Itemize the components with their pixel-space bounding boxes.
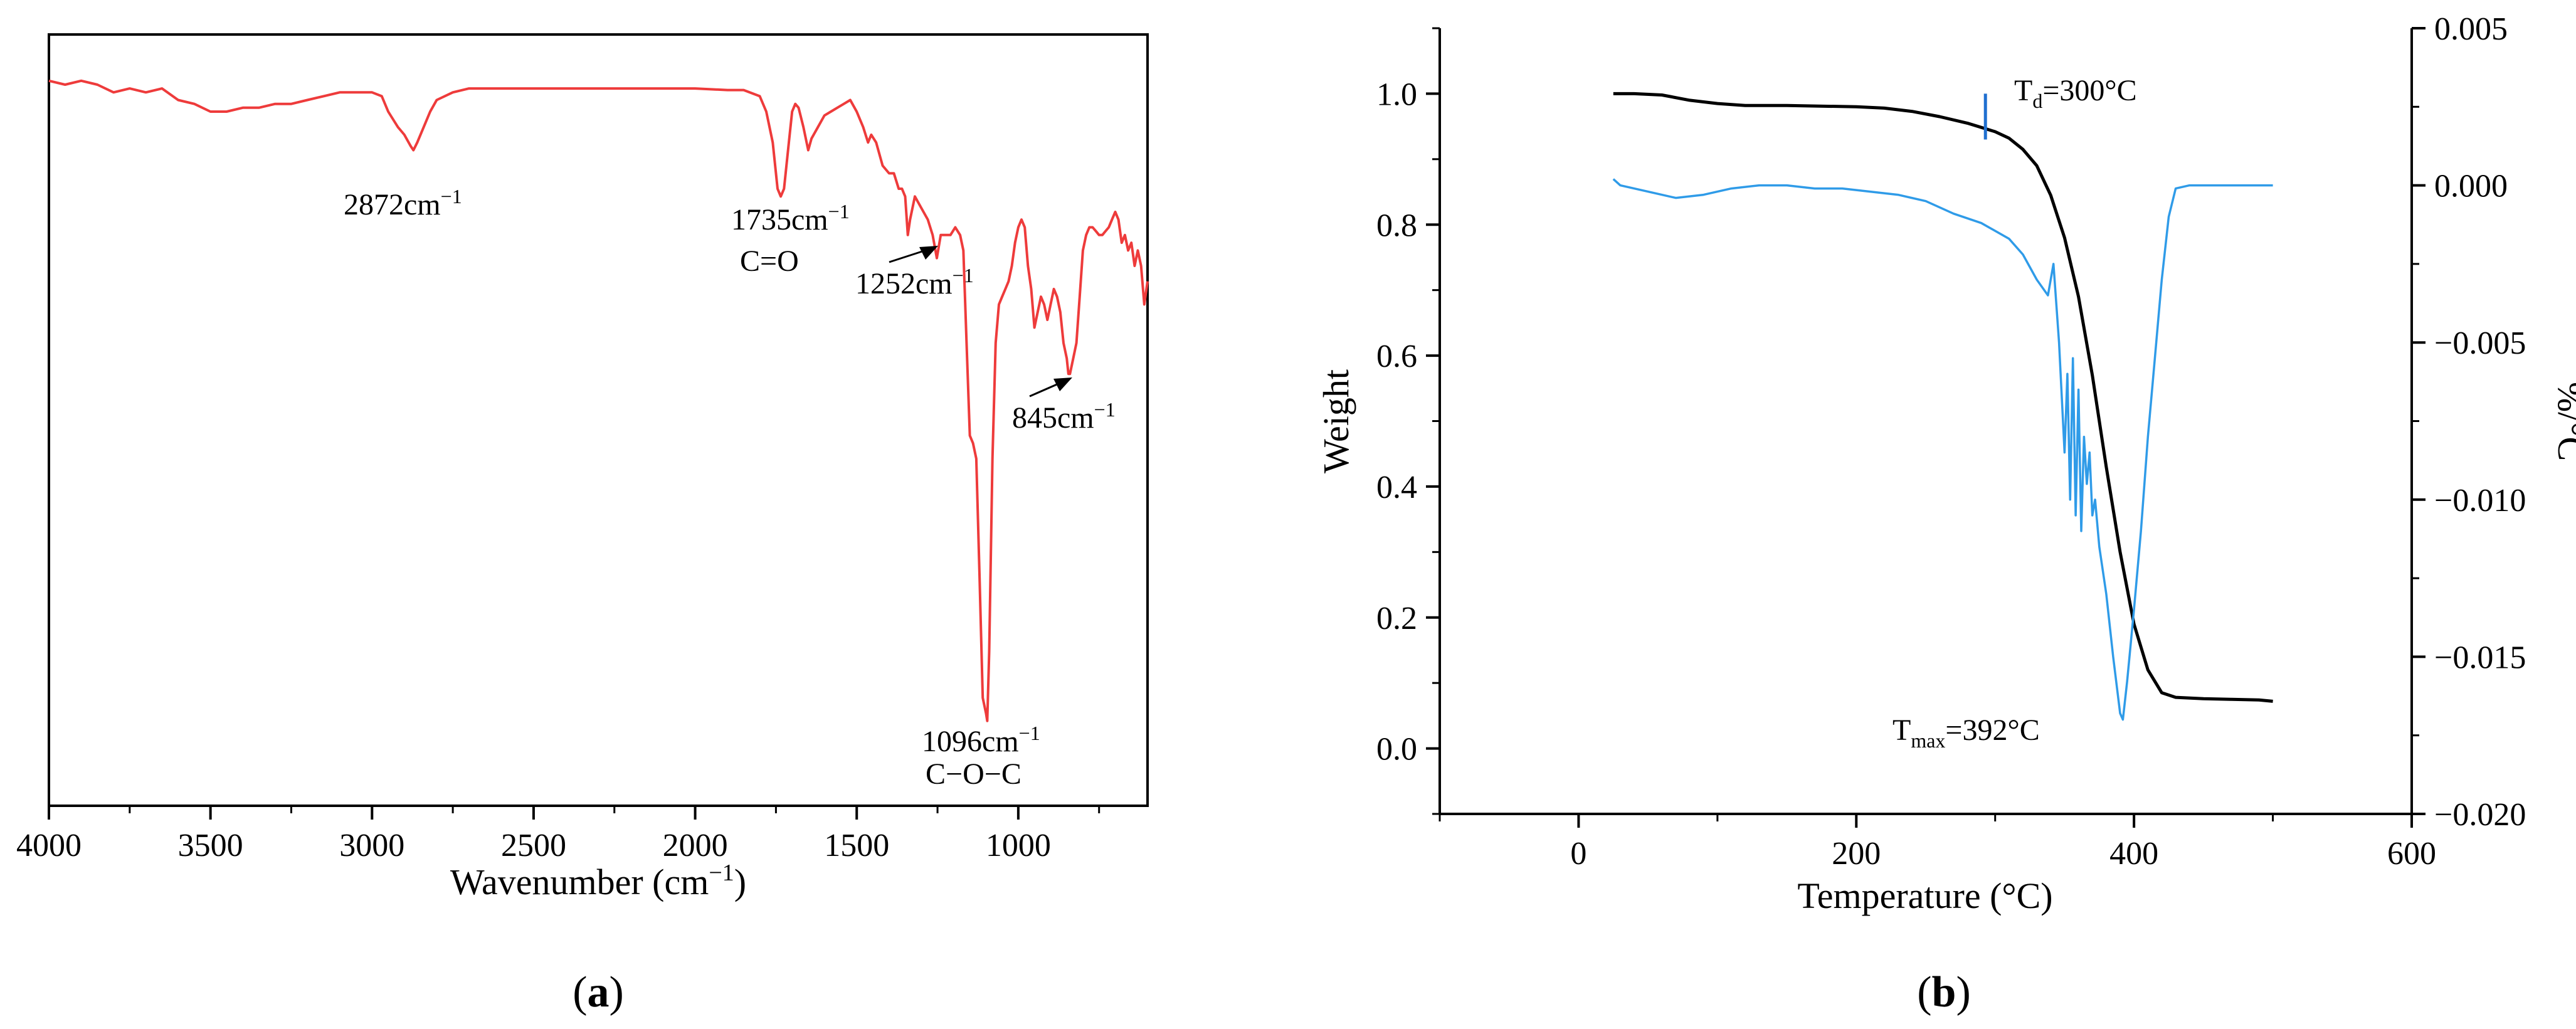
- panel-b-tga-chart: 0 200 400 600 0.0 0.2 0.4 0.6 0.8 1.0 0.005 0.000…: [1316, 11, 2576, 1016]
- panel-b-series: [1612, 92, 2273, 721]
- panel-a-x-axis-title: Wavenumber (cm−1): [450, 860, 746, 902]
- panel-a-annotation-845: 845cm−1: [1012, 398, 1116, 435]
- panel-b-left-y-tick-label: 0.0: [1376, 732, 1417, 768]
- panel-b-left-y-tick-label: 0.4: [1376, 470, 1417, 505]
- panel-a-annotation-c-o: C=O: [740, 245, 799, 278]
- panel-b-left-y-axis-title: Weight: [1316, 369, 1356, 473]
- panel-b-series-dtg: [1612, 178, 2273, 721]
- panel-a-series: [48, 79, 1149, 722]
- panel-a-plot-frame: [48, 33, 1149, 807]
- panel-a-label: (a): [573, 968, 624, 1016]
- panel-a-x-tick-label: 4000: [16, 828, 82, 863]
- panel-b-x-axis-title: Temperature (°C): [1797, 875, 2052, 916]
- panel-b-right-y-tick-label: −0.015: [2434, 640, 2526, 675]
- panel-a-arrowhead-1252: [919, 246, 938, 260]
- panel-b-left-y-tick-label: 1.0: [1376, 77, 1417, 112]
- panel-a-x-tick-label: 2000: [663, 828, 728, 863]
- panel-b-right-y-tick-label: −0.020: [2434, 797, 2526, 833]
- panel-b-right-y-tick-label: −0.005: [2434, 325, 2526, 361]
- panel-a-annotation-1735: 1735cm−1: [731, 200, 850, 236]
- panel-b-left-y-tick-label: 0.6: [1376, 339, 1417, 374]
- panel-b-left-y-tick-label: 0.2: [1376, 601, 1417, 636]
- panel-a-ftir-chart: 4000 3500 3000 2500 2000 1500 1000 2872cm−1 17…: [16, 33, 1149, 1016]
- panel-b-left-y-tick-label: 0.8: [1376, 208, 1417, 243]
- panel-a-series-line: [48, 79, 1149, 722]
- panel-a-arrowhead-845: [1053, 377, 1072, 391]
- panel-a-annotation-1096: 1096cm−1: [922, 722, 1040, 758]
- panel-b-right-y-ticks: 0.005 0.000 −0.005 −0.010 −0.015 −0.020: [2412, 11, 2526, 833]
- panel-a-annotation-c-o-c: C−O−C: [926, 757, 1021, 791]
- panel-a-x-tick-label: 3500: [178, 828, 243, 863]
- panel-b-x-tick-label: 0: [1570, 836, 1586, 872]
- panel-b-label: (b): [1917, 968, 1971, 1016]
- panel-b-right-y-tick-label: −0.010: [2434, 483, 2526, 519]
- panel-b-right-y-axis-title: %/°C: [2550, 382, 2576, 461]
- panel-a-x-tick-label: 3000: [339, 828, 404, 863]
- panel-b-series-weight: [1613, 92, 2273, 703]
- panel-b-left-y-ticks: 0.0 0.2 0.4 0.6 0.8 1.0: [1376, 27, 1440, 815]
- panel-b-right-y-tick-label: 0.000: [2434, 169, 2508, 204]
- panel-a-x-tick-label: 2500: [501, 828, 566, 863]
- panel-b-x-ticks: 0 200 400 600: [1438, 814, 2436, 872]
- panel-b-annotation-td: Td=300°C: [2014, 74, 2137, 112]
- panel-a-x-tick-label: 1000: [986, 828, 1051, 863]
- panel-a-annotation-2872: 2872cm−1: [344, 185, 462, 221]
- panel-b-right-y-tick-label: 0.005: [2434, 11, 2508, 47]
- panel-a-x-tick-label: 1500: [824, 828, 889, 863]
- panel-b-x-tick-label: 600: [2387, 836, 2436, 872]
- panel-b-annotation-tmax: Tmax=392°C: [1892, 714, 2040, 752]
- panel-a-annotation-1252: 1252cm−1: [855, 264, 974, 300]
- panel-b-x-tick-label: 200: [1832, 836, 1881, 872]
- panel-b-x-tick-label: 400: [2109, 836, 2158, 872]
- panel-a-x-ticks: 4000 3500 3000 2500 2000 1500 1000: [16, 806, 1101, 863]
